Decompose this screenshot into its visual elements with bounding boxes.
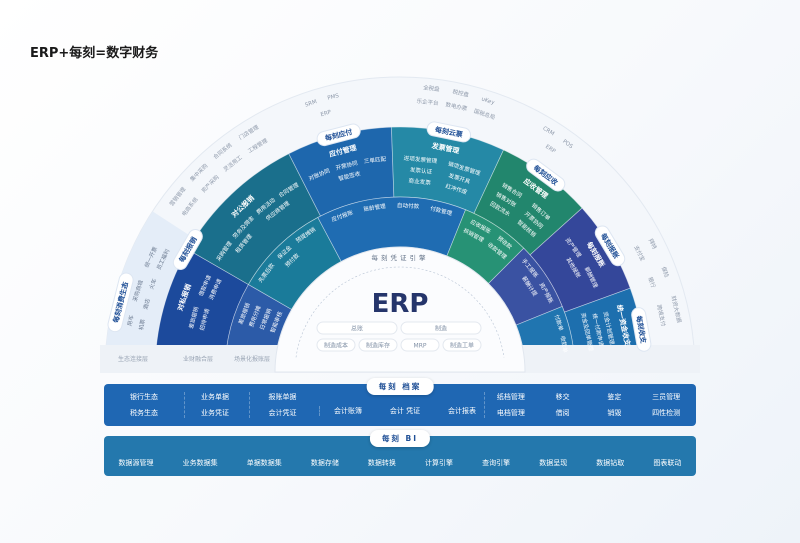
ecosystem-item: 全税盘 [423, 83, 441, 93]
ecosystem-item: uKey [480, 96, 495, 106]
erp-module-pill[interactable] [400, 338, 440, 352]
archive-item: 报账单据 [268, 393, 297, 401]
ecosystem-item: 火车 [147, 277, 158, 291]
bi-bar: 每刻 BI 数据源管理 业务数据集 单据数据集 数据存储 数据转换 计算引擎 查询引擎 数据呈… [104, 430, 696, 476]
archive-item: 业务凭证 [201, 409, 229, 417]
erp-module-label: 总账 [351, 325, 363, 333]
page-title: ERP+每刻=数字财务 [30, 46, 159, 61]
erp-module-pill[interactable] [442, 338, 482, 352]
engine-arc [295, 266, 505, 358]
ecosystem-item: 酒店 [141, 297, 152, 310]
erp-module-label: 制造库存 [366, 342, 390, 350]
ecosystem-item: 保险 [660, 265, 672, 279]
archive-item: 移交 [555, 393, 570, 401]
ecosystem-item: 机票 [137, 318, 147, 331]
inner-item: 收款单 [559, 335, 570, 353]
bi-item: 业务数据集 [182, 459, 218, 467]
archive-bar: 每刻 档案 银行生态税务生态 业务单据业务凭证 报账单据会计凭证 会计账簿 会计 … [104, 378, 696, 426]
archive-item: 三员管理 [652, 393, 681, 401]
erp-module-pill[interactable] [400, 321, 482, 335]
archive-item: 四性检测 [652, 409, 681, 417]
bi-item: 数据转换 [367, 459, 396, 467]
erp-module-label: 制造成本 [324, 342, 348, 350]
module-badge[interactable]: 每刻消费生态 [107, 272, 135, 334]
archive-item: 银行生态 [130, 393, 158, 401]
bi-item: 数据钻取 [596, 459, 625, 467]
bi-item: 数据存储 [310, 459, 339, 467]
archive-item: 税务生态 [130, 409, 158, 417]
erp-title: ERP [372, 289, 429, 319]
archive-item: 借阅 [555, 409, 570, 417]
module-item: 进项发票管理 [403, 154, 438, 165]
bi-item: 单据数据集 [246, 459, 282, 467]
ecosystem-item: ERP [320, 109, 333, 118]
module-badge[interactable]: 每刻收支 [631, 307, 652, 353]
inner-item: 账龄管理 [363, 202, 387, 213]
layer-label: 生态连接层 [118, 355, 148, 363]
archive-item: 会计凭证 [268, 409, 297, 417]
layer-label: 场景化报账层 [234, 355, 270, 363]
ecosystem-item: PMS [327, 93, 340, 102]
archive-item: 会计报表 [448, 407, 477, 415]
bi-item: 图表联动 [653, 459, 682, 467]
archive-item: 业务单据 [201, 393, 229, 401]
ecosystem-item: 乐企平台 [416, 97, 439, 107]
ecosystem-item: CRM [541, 126, 555, 138]
ecosystem-item: SRM [304, 99, 318, 109]
ecosystem-item: POS [561, 139, 574, 151]
consumer-ecosystem-sector [105, 211, 195, 372]
erp-module-pill[interactable] [358, 338, 398, 352]
ecosystem-item: 银行 [646, 276, 657, 290]
inner-item: 自动付款 [397, 201, 420, 210]
erp-module-pill[interactable] [316, 338, 356, 352]
archive-item: 纸档管理 [496, 393, 525, 401]
archive-item: 电档管理 [496, 409, 525, 417]
bi-item: 数据呈现 [539, 459, 568, 467]
erp-module-pill[interactable] [316, 321, 398, 335]
archive-label: 每刻 档案 [366, 378, 434, 395]
bi-item: 数据源管理 [118, 459, 154, 467]
module-item: 发票认证 [409, 165, 432, 175]
erp-module-label: MRP [414, 343, 427, 350]
bi-label: 每刻 BI [369, 430, 431, 447]
ecosystem-item: 用车 [125, 314, 135, 327]
erp-module-label: 制造工单 [450, 342, 474, 350]
engine-label: 每刻凭证引擎 [372, 253, 429, 262]
layer-label: 业财融合层 [183, 355, 213, 363]
bi-item: 查询引擎 [482, 459, 511, 467]
archive-item: 会计 凭证 [389, 407, 421, 415]
module-badge[interactable]: 每刻云票 [426, 121, 472, 143]
archive-item: 会计账簿 [333, 407, 362, 415]
ecosystem-item: 税控盘 [452, 87, 470, 98]
module-item: 三单匹配 [363, 155, 387, 166]
archive-item: 鉴定 [607, 393, 622, 401]
ecosystem-item: ERP [544, 144, 557, 155]
module-item: 商业发票 [408, 176, 431, 186]
erp-module-label: 制造 [435, 325, 447, 333]
bi-item: 计算引擎 [425, 459, 454, 467]
archive-item: 销毁 [607, 409, 622, 417]
module-badge[interactable]: 每刻应付 [316, 123, 362, 148]
